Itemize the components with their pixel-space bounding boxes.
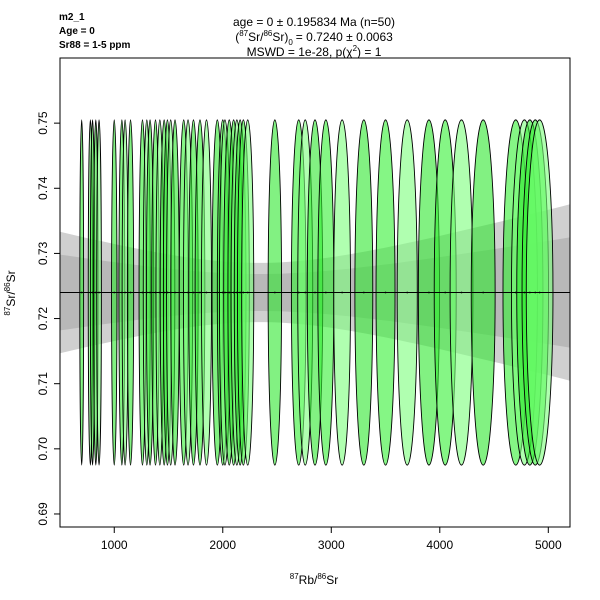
y-tick-label: 0.72	[36, 307, 50, 331]
data-point	[304, 291, 307, 294]
y-axis: 0.69 0.70 0.71 0.72 0.73 0.74 0.75	[36, 111, 60, 526]
data-point	[187, 291, 189, 294]
y-tick-label: 0.69	[36, 502, 50, 526]
corner-labels: m2_1 Age = 0 Sr88 = 1-5 ppm	[59, 12, 131, 51]
data-point	[239, 291, 242, 294]
data-point	[242, 291, 245, 294]
data-point	[324, 291, 327, 294]
data-point	[98, 291, 100, 294]
data-point	[384, 291, 387, 294]
data-point	[199, 291, 201, 294]
data-point	[341, 291, 344, 294]
data-point	[120, 291, 123, 294]
data-point	[124, 291, 127, 294]
corner-label-sr88: Sr88 = 1-5 ppm	[59, 40, 131, 51]
data-point	[235, 291, 238, 294]
plot-area	[60, 119, 570, 466]
corner-label-sample: m2_1	[59, 12, 85, 23]
data-point	[482, 291, 485, 294]
data-point	[94, 291, 97, 294]
corner-label-age: Age = 0	[59, 26, 95, 37]
x-tick-label: 2000	[209, 538, 236, 552]
data-point	[221, 291, 224, 294]
data-point	[528, 291, 531, 294]
y-tick-label: 0.74	[36, 176, 50, 200]
x-axis: 1000 2000 3000 4000 5000	[101, 527, 562, 552]
title-line-intercept: (87Sr/86Sr)0 = 0.7240 ± 0.0063	[235, 29, 393, 47]
data-point	[129, 291, 132, 294]
data-point	[91, 291, 94, 294]
data-point	[406, 291, 409, 294]
data-point	[362, 291, 365, 294]
data-point	[538, 291, 541, 294]
data-point	[216, 291, 219, 294]
x-tick-label: 5000	[535, 538, 562, 552]
plot-frame	[59, 57, 571, 528]
data-point	[141, 291, 144, 294]
x-axis-label: 87Rb/86Sr	[290, 572, 339, 587]
data-point	[460, 291, 463, 294]
x-tick-label: 1000	[101, 538, 128, 552]
y-tick-label: 0.71	[36, 372, 50, 396]
data-point	[534, 291, 537, 294]
data-point	[113, 291, 116, 294]
y-tick-label: 0.73	[36, 241, 50, 265]
x-tick-label: 4000	[426, 538, 453, 552]
data-point	[89, 291, 92, 294]
data-point	[273, 291, 276, 294]
data-point	[80, 291, 83, 294]
data-point	[444, 291, 447, 294]
data-point	[232, 291, 235, 294]
x-tick-label: 3000	[318, 538, 345, 552]
data-point	[174, 291, 176, 294]
chart-title: age = 0 ± 0.195834 Ma (n=50) (87Sr/86Sr)…	[233, 15, 395, 59]
title-line-age: age = 0 ± 0.195834 Ma (n=50)	[233, 15, 395, 29]
y-axis-label: 87Sr/86Sr	[3, 270, 18, 315]
data-point	[523, 291, 526, 294]
data-point	[169, 291, 172, 294]
title-line-mswd: MSWD = 1e-28, p(χ2) = 1	[247, 44, 382, 59]
isochron-line-group	[60, 291, 570, 294]
data-point	[163, 291, 166, 294]
data-point	[158, 291, 161, 294]
y-tick-label: 0.70	[36, 437, 50, 461]
data-point	[246, 291, 249, 294]
data-point	[154, 291, 157, 294]
data-point	[145, 291, 148, 294]
data-point	[228, 291, 231, 294]
data-point	[192, 291, 195, 294]
y-tick-label: 0.75	[36, 111, 50, 135]
data-point	[149, 291, 151, 294]
data-point	[314, 291, 316, 294]
data-point	[514, 291, 517, 294]
data-point	[205, 291, 208, 294]
data-point	[428, 291, 430, 294]
data-point	[166, 291, 169, 294]
data-point	[297, 291, 300, 294]
data-point	[182, 291, 185, 294]
data-point	[224, 291, 226, 294]
